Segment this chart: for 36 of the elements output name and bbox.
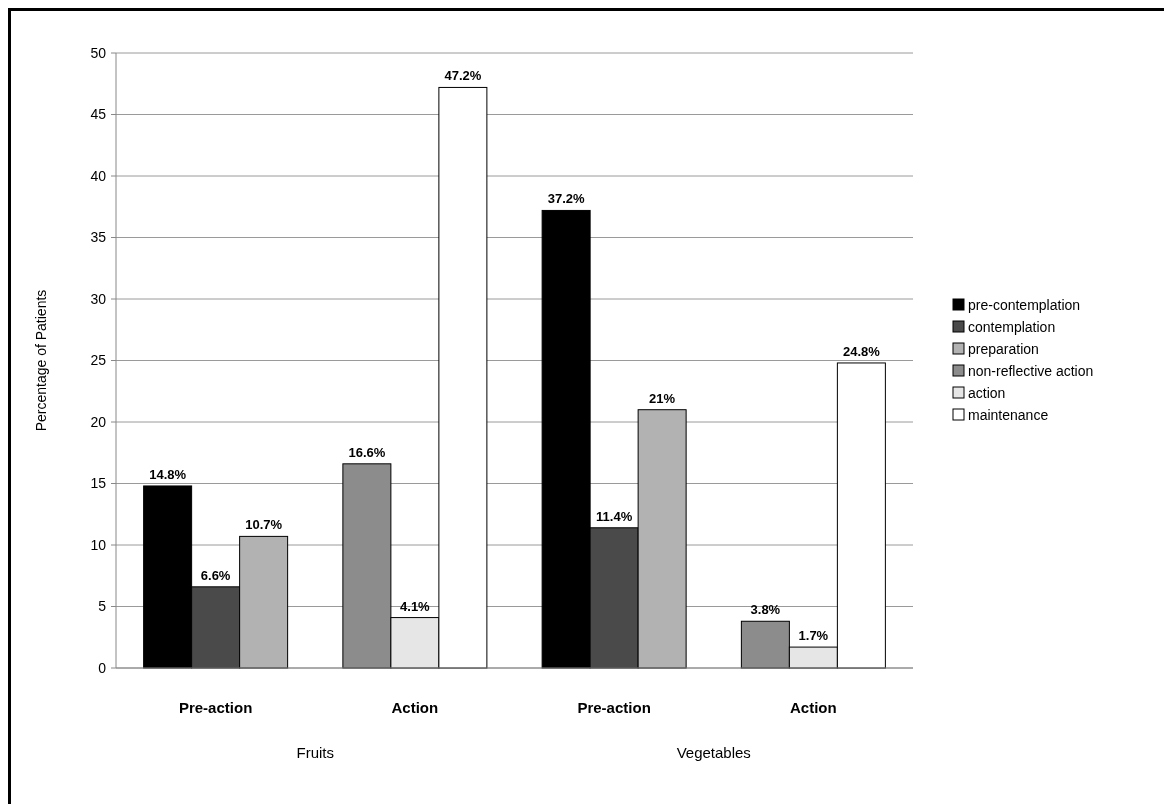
y-axis-title: Percentage of Patients bbox=[33, 289, 49, 432]
y-tick-label: 30 bbox=[90, 290, 107, 307]
legend-label: action bbox=[968, 384, 1006, 401]
y-tick-label: 20 bbox=[90, 413, 107, 430]
y-tick-label: 50 bbox=[90, 44, 107, 61]
legend-label: pre-contemplation bbox=[968, 296, 1081, 313]
data-label: 16.6% bbox=[348, 444, 386, 460]
x-tick-label: Action bbox=[391, 699, 439, 716]
y-tick-label: 40 bbox=[90, 167, 107, 184]
y-tick-label: 15 bbox=[90, 475, 107, 492]
data-label: 10.7% bbox=[245, 517, 283, 533]
y-tick-label: 5 bbox=[98, 598, 107, 615]
x-tick-label: Pre-action bbox=[178, 699, 253, 716]
y-tick-label: 25 bbox=[90, 352, 107, 369]
data-label: 4.1% bbox=[400, 598, 431, 614]
text: Fruits bbox=[296, 744, 334, 761]
data-label: 11.4% bbox=[596, 508, 633, 524]
data-label: 24.8% bbox=[842, 343, 881, 359]
text: Vegetables bbox=[676, 744, 751, 761]
x-tick-label: Pre-action bbox=[577, 699, 651, 716]
y-tick-label: 0 bbox=[98, 659, 107, 676]
legend-label: preparation bbox=[968, 340, 1039, 357]
data-label: 47.2% bbox=[444, 68, 482, 84]
data-label: 6.6% bbox=[200, 567, 231, 583]
legend-label: contemplation bbox=[968, 318, 1056, 335]
legend-label: maintenance bbox=[968, 406, 1049, 423]
data-label: 1.7% bbox=[798, 628, 829, 644]
x-tick-label: Action bbox=[790, 699, 837, 716]
y-tick-label: 45 bbox=[90, 106, 107, 123]
data-label: 14.8% bbox=[149, 466, 187, 482]
legend-label: non-reflective action bbox=[968, 362, 1094, 379]
data-label: 37.2% bbox=[547, 191, 585, 207]
data-label: 21% bbox=[649, 390, 676, 406]
y-tick-label: 35 bbox=[90, 229, 107, 246]
y-tick-label: 10 bbox=[90, 536, 107, 553]
data-label: 3.8% bbox=[750, 602, 781, 618]
